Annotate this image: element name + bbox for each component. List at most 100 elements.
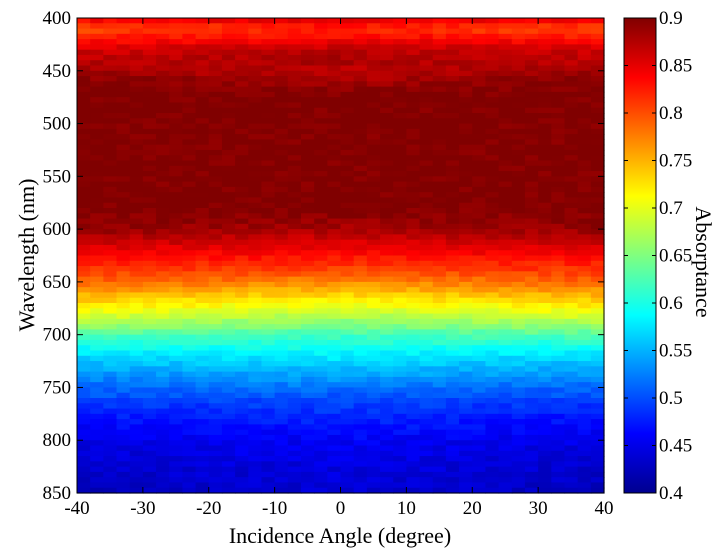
- heatmap-cell: [248, 292, 263, 299]
- heatmap-cell: [445, 281, 460, 288]
- heatmap-cell: [142, 408, 157, 415]
- heatmap-cell: [300, 408, 315, 415]
- heatmap-cell: [406, 244, 421, 251]
- heatmap-cell: [274, 91, 289, 98]
- heatmap-cell: [498, 149, 513, 156]
- heatmap-cell: [169, 33, 184, 40]
- heatmap-cell: [485, 376, 500, 383]
- heatmap-cell: [274, 487, 289, 494]
- heatmap-cell: [314, 223, 328, 230]
- heatmap-cell: [103, 139, 118, 146]
- heatmap-cell: [182, 392, 197, 399]
- heatmap-cell: [248, 239, 263, 246]
- heatmap-cell: [419, 434, 434, 441]
- heatmap-cell: [221, 171, 236, 177]
- heatmap-cell: [235, 487, 249, 494]
- heatmap-cell: [248, 181, 263, 188]
- heatmap-cell: [77, 355, 91, 362]
- x-tick-label: 20: [463, 498, 482, 519]
- heatmap-cell: [393, 81, 407, 88]
- heatmap-cell: [235, 70, 249, 77]
- heatmap-cell: [577, 91, 592, 98]
- heatmap-cell: [590, 113, 605, 119]
- heatmap-cell: [445, 118, 460, 125]
- heatmap-cell: [208, 171, 223, 177]
- heatmap-cell: [472, 303, 487, 309]
- heatmap-cell: [393, 429, 407, 436]
- heatmap-cell: [274, 202, 289, 209]
- heatmap-cell: [498, 186, 513, 193]
- heatmap-cell: [393, 165, 407, 172]
- heatmap-cell: [511, 440, 526, 447]
- heatmap-cell: [129, 18, 144, 24]
- heatmap-cell: [327, 229, 342, 235]
- heatmap-cell: [366, 482, 381, 489]
- heatmap-cell: [287, 308, 302, 315]
- heatmap-cell: [498, 91, 513, 98]
- heatmap-cell: [577, 149, 592, 156]
- heatmap-cell: [366, 324, 381, 330]
- heatmap-cell: [498, 81, 513, 88]
- heatmap-cell: [459, 408, 473, 415]
- heatmap-cell: [432, 123, 447, 130]
- heatmap-cell: [366, 218, 381, 225]
- heatmap-cell: [129, 139, 144, 146]
- heatmap-cell: [195, 308, 210, 315]
- heatmap-cell: [116, 361, 131, 367]
- heatmap-cell: [327, 260, 342, 267]
- heatmap-cell: [248, 366, 263, 373]
- heatmap-cell: [235, 234, 249, 241]
- heatmap-cell: [129, 281, 144, 288]
- heatmap-cell: [406, 413, 421, 420]
- heatmap-cell: [129, 324, 144, 330]
- heatmap-cell: [419, 450, 434, 457]
- heatmap-cell: [208, 398, 223, 404]
- heatmap-cell: [380, 266, 394, 272]
- heatmap-cell: [380, 23, 394, 30]
- heatmap-cell: [485, 361, 500, 367]
- heatmap-cell: [590, 44, 605, 51]
- heatmap-cell: [419, 366, 434, 373]
- heatmap-cell: [459, 223, 473, 230]
- heatmap-cell: [327, 113, 342, 119]
- heatmap-cell: [235, 260, 249, 267]
- heatmap-cell: [366, 466, 381, 473]
- heatmap-cell: [261, 313, 276, 320]
- heatmap-cell: [340, 244, 355, 251]
- heatmap-cell: [300, 371, 315, 378]
- heatmap-cell: [380, 271, 394, 278]
- heatmap-cell: [353, 403, 368, 410]
- heatmap-cell: [393, 218, 407, 225]
- heatmap-cell: [287, 281, 302, 288]
- heatmap-cell: [445, 155, 460, 162]
- heatmap-cell: [551, 387, 566, 394]
- heatmap-cell: [248, 244, 263, 251]
- heatmap-cell: [169, 118, 184, 125]
- heatmap-cell: [314, 181, 328, 188]
- heatmap-cell: [538, 477, 552, 484]
- heatmap-cell: [340, 303, 355, 309]
- heatmap-cell: [393, 303, 407, 309]
- heatmap-cell: [90, 49, 104, 56]
- heatmap-cell: [261, 107, 276, 114]
- heatmap-cell: [156, 250, 170, 257]
- heatmap-cell: [538, 91, 552, 98]
- heatmap-cell: [103, 144, 118, 151]
- heatmap-cell: [287, 371, 302, 378]
- heatmap-cell: [208, 276, 223, 283]
- heatmap-cell: [353, 113, 368, 119]
- heatmap-cell: [169, 91, 184, 98]
- heatmap-cell: [208, 244, 223, 251]
- x-tick-label: 10: [397, 498, 416, 519]
- heatmap-cell: [590, 18, 605, 24]
- heatmap-cell: [300, 208, 315, 214]
- heatmap-cell: [182, 107, 197, 114]
- heatmap-cell: [551, 250, 566, 257]
- heatmap-cell: [103, 86, 118, 93]
- heatmap-cell: [485, 128, 500, 135]
- heatmap-cell: [169, 297, 184, 304]
- heatmap-cell: [590, 334, 605, 341]
- heatmap-cell: [287, 65, 302, 72]
- heatmap-cell: [380, 398, 394, 404]
- heatmap-cell: [564, 266, 579, 272]
